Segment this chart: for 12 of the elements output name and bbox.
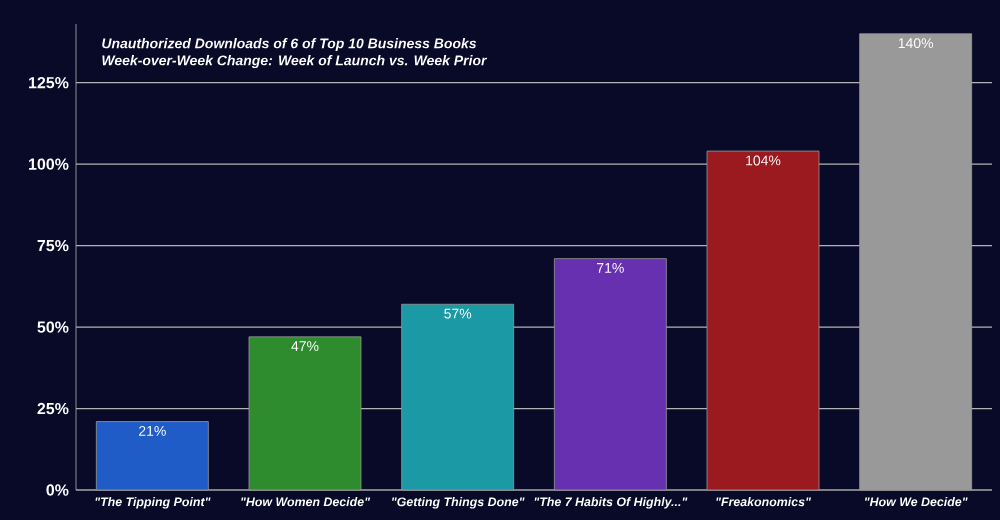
bar bbox=[401, 303, 515, 491]
y-tick-label: 75% bbox=[37, 239, 69, 252]
bar bbox=[706, 150, 820, 491]
y-tick-label: 50% bbox=[37, 321, 69, 333]
y-tick-label: 0% bbox=[46, 484, 69, 496]
y-tick-label: 25% bbox=[37, 402, 69, 415]
bar bbox=[553, 258, 667, 491]
bar bbox=[859, 33, 973, 491]
y-tick-label: 125% bbox=[29, 77, 69, 89]
bar bbox=[95, 421, 209, 491]
bar bbox=[248, 336, 362, 491]
y-tick-label: 100% bbox=[29, 158, 69, 170]
